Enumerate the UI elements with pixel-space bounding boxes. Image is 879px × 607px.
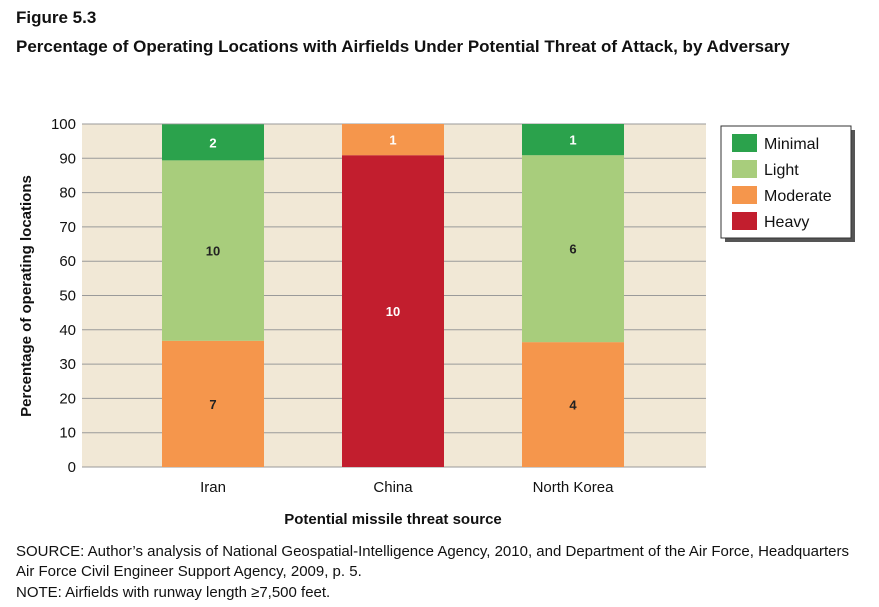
legend-label: Minimal	[764, 136, 819, 153]
legend-label: Light	[764, 162, 799, 179]
y-tick-label: 40	[59, 322, 76, 339]
bar-segment-moderate	[342, 124, 444, 156]
y-tick-label: 70	[59, 219, 76, 236]
y-tick-label: 30	[59, 356, 76, 373]
y-tick-label: 60	[59, 253, 76, 270]
figure-label: Figure 5.3	[16, 8, 97, 27]
bars: 7 10 2 10 1 4 6 1	[162, 124, 624, 467]
legend: Minimal Light Moderate Heavy	[720, 125, 855, 242]
x-tick-label: China	[373, 479, 413, 496]
bar-segment-minimal	[522, 124, 624, 156]
x-tick-label: North Korea	[533, 479, 615, 496]
x-axis-ticks: Iran China North Korea	[200, 479, 614, 496]
legend-swatch-heavy	[732, 212, 757, 230]
bar-segment-minimal	[162, 124, 264, 161]
figure-title: Percentage of Operating Locations with A…	[16, 37, 790, 56]
data-label: 7	[209, 397, 216, 412]
bar-segment-moderate	[522, 342, 624, 467]
data-label: 10	[206, 244, 220, 259]
stacked-bar-chart: 0 10 20 30 40 50 60 70 80 90 100 7 10 2 10 1 4 6 1 Iran Ch…	[18, 116, 855, 528]
footnote: NOTE: Airfields with runway length ≥7,50…	[16, 584, 331, 601]
y-tick-label: 20	[59, 390, 76, 407]
y-tick-label: 100	[51, 116, 76, 133]
y-axis-label: Percentage of operating locations	[18, 175, 35, 417]
data-label: 4	[569, 398, 577, 413]
legend-swatch-light	[732, 160, 757, 178]
legend-label: Moderate	[764, 188, 832, 205]
data-label: 2	[209, 135, 216, 150]
source-note: SOURCE: Author’s analysis of National Ge…	[16, 543, 849, 580]
y-tick-label: 10	[59, 425, 76, 442]
y-axis-ticks: 0 10 20 30 40 50 60 70 80 90 100	[51, 116, 76, 476]
bar-segment-light	[522, 155, 624, 343]
x-axis-label: Potential missile threat source	[284, 511, 502, 528]
legend-label: Heavy	[764, 214, 809, 231]
bar-segment-light	[162, 160, 264, 341]
data-label: 1	[389, 133, 396, 148]
data-label: 1	[569, 133, 576, 148]
legend-swatch-moderate	[732, 186, 757, 204]
y-tick-label: 0	[68, 459, 76, 476]
y-tick-label: 80	[59, 185, 76, 202]
data-label: 10	[386, 304, 400, 319]
x-tick-label: Iran	[200, 479, 226, 496]
y-tick-label: 50	[59, 288, 76, 305]
legend-swatch-minimal	[732, 134, 757, 152]
y-tick-label: 90	[59, 150, 76, 167]
data-label: 6	[569, 242, 576, 257]
bar-segment-moderate	[162, 340, 264, 467]
bar-segment-heavy	[342, 155, 444, 467]
